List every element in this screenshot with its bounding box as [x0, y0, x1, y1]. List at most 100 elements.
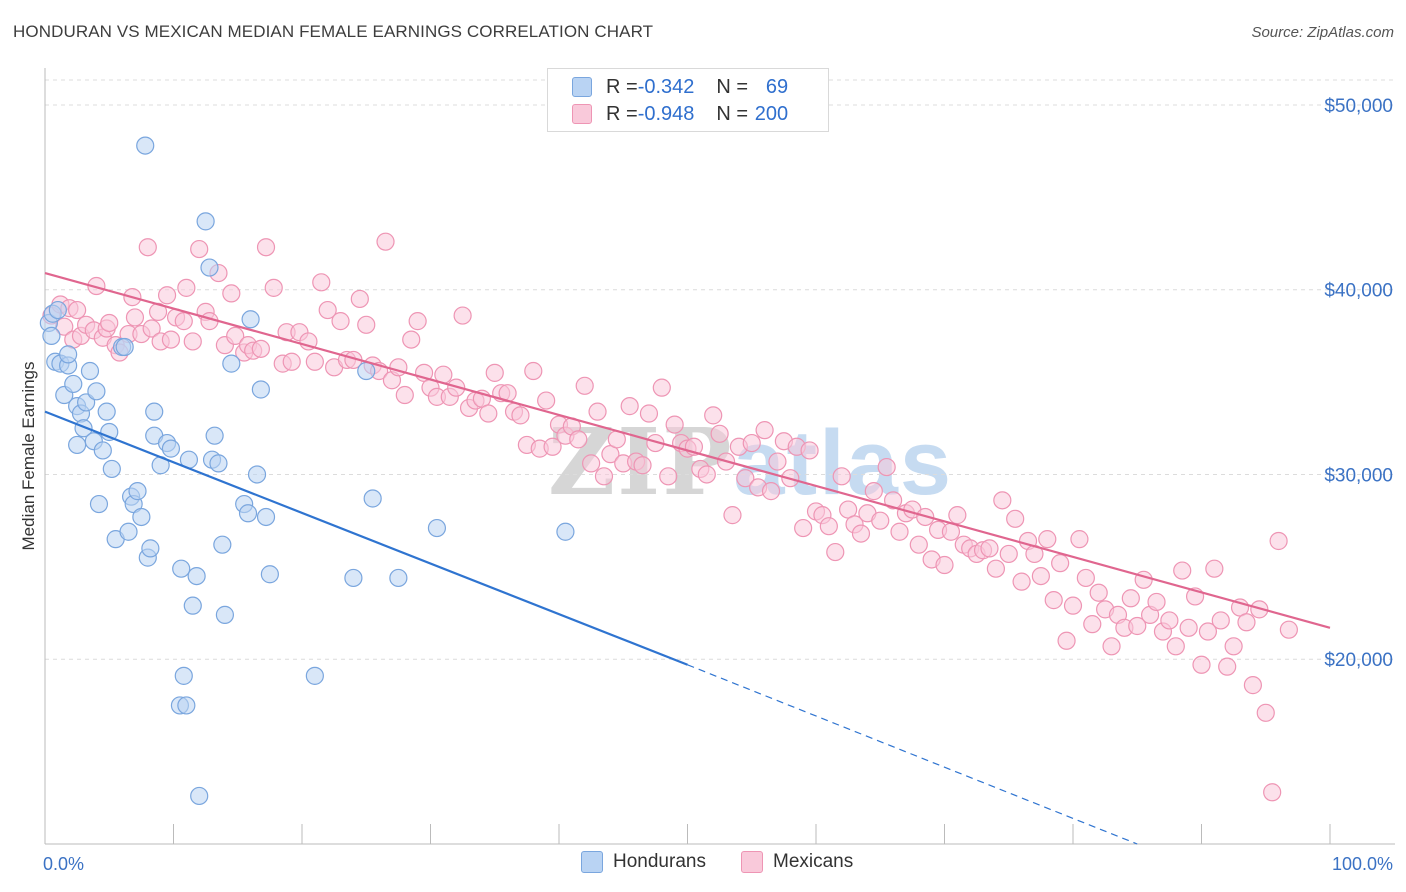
mexican-point	[980, 539, 999, 558]
honduran-point	[363, 489, 382, 508]
mexican-point	[1256, 703, 1275, 722]
mexicans-swatch	[572, 104, 592, 124]
honduran-point	[251, 380, 270, 399]
legend-n-label: N =	[716, 75, 749, 98]
mexican-point	[582, 454, 601, 473]
mexican-point	[1243, 676, 1263, 695]
mexican-point	[948, 506, 967, 525]
mexican-point	[800, 441, 819, 460]
mexican-point	[1057, 631, 1076, 650]
mexican-point	[1006, 509, 1025, 528]
mexican-point	[588, 402, 607, 421]
honduran-point	[161, 439, 181, 458]
mexican-trend-line	[44, 272, 1331, 629]
honduran-trend-extension	[687, 664, 1138, 845]
mexicans-swatch	[741, 851, 763, 873]
mexican-point	[871, 511, 890, 530]
mexican-point	[1070, 530, 1089, 549]
mexican-point	[1044, 591, 1063, 610]
series-legend: Hondurans Mexicans	[0, 851, 1406, 877]
mexican-point	[183, 332, 202, 351]
honduran-point	[177, 696, 196, 715]
mexican-point	[1192, 655, 1211, 674]
honduran-point	[389, 568, 408, 588]
mexican-point	[1076, 568, 1095, 588]
honduran-point	[357, 361, 376, 381]
mexican-point	[1051, 554, 1070, 573]
mexican-point	[511, 406, 530, 425]
mexican-point	[161, 330, 181, 349]
mexican-point	[453, 306, 472, 325]
legend-n-value: 200	[754, 102, 789, 125]
mexican-point	[723, 506, 742, 525]
mexican-point	[190, 239, 209, 259]
mexican-point	[890, 522, 909, 541]
mexican-point	[1102, 637, 1121, 656]
mexican-point	[569, 430, 588, 449]
mexican-point	[851, 524, 871, 543]
honduran-point	[64, 374, 83, 394]
source-attribution: Source: ZipAtlas.com	[1251, 24, 1394, 41]
mexican-point	[742, 433, 761, 453]
legend-n-label: N =	[716, 102, 749, 125]
mexican-point	[1179, 618, 1198, 637]
honduran-point	[305, 666, 324, 685]
honduran-point	[213, 535, 232, 554]
mexican-point	[357, 315, 376, 334]
honduran-point	[205, 426, 224, 445]
honduran-trend-line	[44, 410, 688, 666]
mexican-point	[1166, 637, 1185, 656]
mexican-point	[665, 415, 684, 434]
mexican-point	[1128, 616, 1147, 636]
legend-label-mexicans: Mexicans	[773, 851, 854, 872]
honduran-point	[68, 435, 87, 455]
mexican-point	[864, 482, 883, 501]
legend-label-hondurans: Hondurans	[613, 851, 706, 872]
mexican-point	[226, 326, 245, 346]
mexican-point	[157, 286, 177, 305]
mexican-point	[1089, 583, 1108, 602]
mexican-point	[402, 330, 421, 349]
honduran-point	[183, 596, 202, 615]
mexican-point	[883, 491, 903, 510]
mexican-point	[935, 555, 954, 575]
mexican-point	[1269, 531, 1288, 551]
mexican-point	[993, 491, 1012, 510]
mexican-point	[537, 391, 556, 410]
mexican-point	[125, 308, 145, 327]
y-axis-label: Median Female Earnings	[19, 362, 38, 551]
legend-row-hondurans: R = -0.342 N = 69	[572, 75, 788, 99]
honduran-point	[427, 518, 447, 538]
honduran-point	[209, 454, 228, 473]
honduran-point	[260, 565, 279, 584]
mexican-point	[1211, 611, 1230, 630]
mexican-point	[282, 352, 301, 371]
legend-row-mexicans: R = -0.948 N = 200	[572, 102, 788, 126]
mexican-point	[222, 284, 241, 303]
correlation-legend: R = -0.342 N = 69 R = -0.948 N = 200	[547, 68, 829, 132]
mexican-point	[174, 312, 193, 331]
mexican-point	[575, 376, 594, 395]
legend-r-value: -0.342	[637, 75, 695, 98]
mexican-point	[1063, 596, 1083, 615]
legend-item-hondurans: Hondurans	[581, 851, 706, 873]
honduran-point	[145, 402, 164, 421]
mexican-point	[1160, 611, 1179, 630]
honduran-point	[119, 522, 138, 541]
mexican-point	[652, 378, 671, 397]
mexican-point	[264, 278, 283, 297]
mexican-point	[524, 361, 543, 381]
honduran-point	[115, 337, 134, 357]
mexican-point	[1083, 615, 1102, 634]
y-tick-label: $30,000	[1324, 465, 1393, 486]
honduran-point	[77, 393, 96, 412]
mexican-point	[142, 319, 161, 338]
honduran-point	[241, 310, 260, 329]
mexican-point	[350, 289, 369, 309]
mexican-point	[1205, 559, 1224, 578]
mexican-point	[986, 559, 1006, 578]
mexican-point	[177, 278, 196, 297]
honduran-point	[187, 566, 206, 586]
mexican-point	[768, 452, 787, 471]
x-tick-label: 0.0%	[43, 854, 84, 874]
